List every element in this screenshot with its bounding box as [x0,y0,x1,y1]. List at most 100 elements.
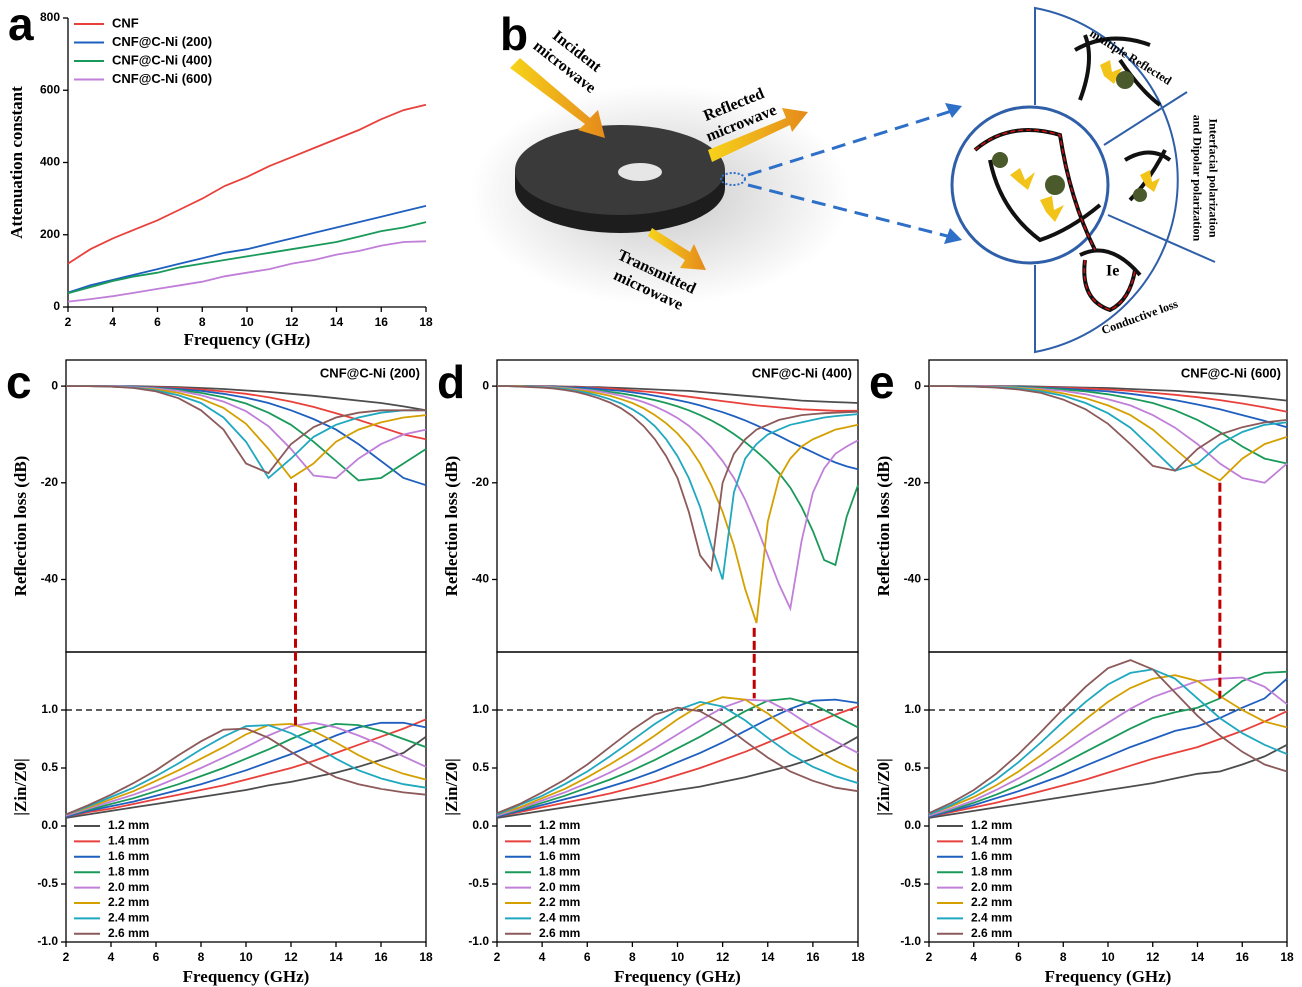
legend-label: 1.6 mm [971,849,1012,863]
x-tick-label: 10 [671,950,685,964]
y-tick-label: 600 [40,82,60,96]
legend-label: 1.4 mm [971,834,1012,848]
plot-frame [929,360,1287,652]
y-axis-label: Attenuation constant [7,86,26,239]
legend-label: 2.4 mm [539,911,580,925]
x-axis-label: Frequency (GHz) [184,330,311,349]
legend-label: 2.6 mm [539,926,580,940]
figure: b Incident microwave Reflected microwave… [0,0,1302,987]
x-tick-label: 2 [65,315,72,329]
y-tick-label: -1.0 [900,934,921,948]
y-axis-label: |Zin/Z0| [442,758,461,816]
y-tick-label: 0.5 [41,760,58,774]
y-tick-label: 0 [53,299,60,313]
legend-label: 2.0 mm [971,880,1012,894]
y-tick-label: 0.0 [41,818,58,832]
current-label: Ie [1106,263,1119,280]
panel-label: c [6,356,32,408]
series-line [929,386,1287,427]
x-axis-label: Frequency (GHz) [614,967,741,986]
diagram-b: b Incident microwave Reflected microwave… [470,8,1220,352]
y-tick-label: -0.5 [468,876,489,890]
y-axis-label: Reflection loss (dB) [11,456,30,597]
legend-label: 2.2 mm [108,895,149,909]
x-tick-label: 14 [330,315,344,329]
fan-divider [1104,92,1187,145]
legend-label: 1.4 mm [108,834,149,848]
y-tick-label: -20 [472,475,490,489]
legend-label: 2.0 mm [539,880,580,894]
y-axis-label: Reflection loss (dB) [874,456,893,597]
x-tick-label: 4 [970,950,977,964]
y-axis-label: |Zin/Z0| [11,758,30,816]
legend-label: CNF@C-Ni (200) [112,34,212,49]
chart-title: CNF@C-Ni (200) [320,365,420,380]
legend-label: 2.4 mm [971,911,1012,925]
legend-label: 1.8 mm [971,864,1012,878]
panel-label: a [8,0,34,50]
series-line [68,222,426,293]
x-tick-label: 16 [806,950,820,964]
x-tick-label: 4 [108,950,115,964]
x-tick-label: 2 [926,950,933,964]
y-tick-label: 1.0 [41,702,58,716]
y-tick-label: -40 [41,572,59,586]
legend-label: CNF@C-Ni (600) [112,71,212,86]
series-line [929,386,1287,480]
y-tick-label: 0.0 [904,818,921,832]
polarization-label: Interfacial polarization [1206,119,1220,238]
x-tick-label: 10 [240,315,254,329]
y-tick-label: 0.5 [904,760,921,774]
y-tick-label: -1.0 [468,934,489,948]
y-tick-label: -40 [472,572,490,586]
x-tick-label: 6 [584,950,591,964]
legend-label: 1.2 mm [539,818,580,832]
legend-label: CNF@C-Ni (400) [112,52,212,67]
legend-label: 2.2 mm [539,895,580,909]
x-tick-label: 18 [419,315,433,329]
legend-label: 1.6 mm [539,849,580,863]
x-tick-label: 8 [1060,950,1067,964]
series-line [66,723,426,817]
panel-label: e [869,356,895,408]
legend-label: CNF [112,15,139,30]
x-tick-label: 12 [716,950,730,964]
x-tick-label: 12 [1146,950,1160,964]
legend-label: 2.4 mm [108,911,149,925]
x-tick-label: 16 [1236,950,1250,964]
legend-label: 1.8 mm [108,864,149,878]
y-tick-label: 1.0 [472,702,489,716]
x-tick-label: 18 [1280,950,1294,964]
series-line [497,700,858,816]
chart-title: CNF@C-Ni (600) [1181,365,1281,380]
y-tick-label: 1.0 [904,702,921,716]
legend-label: 2.0 mm [108,880,149,894]
y-tick-label: -0.5 [900,876,921,890]
polarization-label: and Dipolar polarization [1190,115,1204,242]
y-tick-label: 0.0 [472,818,489,832]
series-line [929,678,1287,816]
y-tick-label: -20 [904,475,922,489]
series-line [497,386,858,565]
plot-frame [497,360,858,652]
x-tick-label: 4 [109,315,116,329]
panel-label: d [437,356,465,408]
x-tick-label: 18 [419,950,433,964]
y-tick-label: 0 [482,378,489,392]
series-line [497,386,858,570]
y-axis-label: |Zin/Z0| [874,758,893,816]
legend-label: 2.2 mm [971,895,1012,909]
x-tick-label: 8 [198,950,205,964]
x-axis-label: Frequency (GHz) [183,967,310,986]
x-tick-label: 2 [494,950,501,964]
y-axis-label: Reflection loss (dB) [442,456,461,597]
x-tick-label: 16 [375,315,389,329]
disk-hole [618,163,662,181]
x-tick-label: 12 [285,315,299,329]
x-tick-label: 4 [539,950,546,964]
series-line [68,241,426,301]
legend-label: 2.6 mm [971,926,1012,940]
series-line [68,105,426,264]
series-line [66,386,426,439]
y-tick-label: 800 [40,10,60,24]
